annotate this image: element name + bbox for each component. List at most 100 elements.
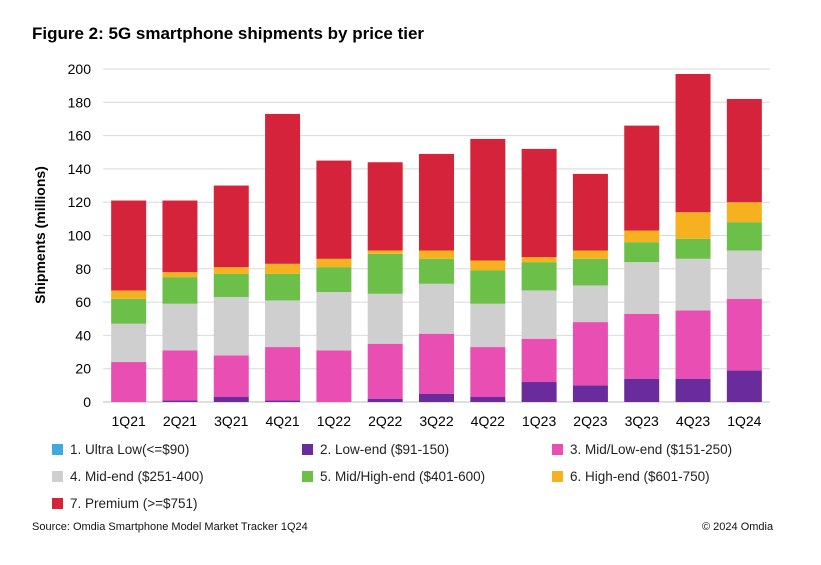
y-tick-label: 180 xyxy=(68,94,92,110)
bar-segment xyxy=(624,378,660,402)
legend-item: 1. Ultra Low(<=$90) xyxy=(52,442,189,457)
x-tick-label: 3Q21 xyxy=(214,413,248,429)
bar-segment xyxy=(213,267,249,274)
legend-item: 3. Mid/Low-end ($151-250) xyxy=(552,442,732,457)
bar-segment xyxy=(111,323,147,363)
bar-segment xyxy=(265,300,301,348)
y-tick-label: 200 xyxy=(68,61,92,77)
bar-segment xyxy=(624,230,660,243)
bar-segment xyxy=(726,250,762,299)
bar-segment xyxy=(470,303,506,348)
chart-title: Figure 2: 5G smartphone shipments by pri… xyxy=(32,24,425,43)
bar-segment xyxy=(675,258,711,311)
y-axis-label: Shipments (millions) xyxy=(32,166,48,304)
bar-segment xyxy=(675,378,711,402)
bar-segment xyxy=(111,200,147,291)
bar-segment xyxy=(624,313,660,379)
y-tick-label: 100 xyxy=(68,228,92,244)
bar-segment xyxy=(265,263,301,274)
bar-segment xyxy=(572,385,608,402)
bar-segment xyxy=(624,262,660,314)
bar-segment xyxy=(162,272,198,278)
bar-segment xyxy=(213,355,249,398)
bar-segment xyxy=(675,310,711,379)
x-tick-label: 1Q21 xyxy=(112,413,146,429)
bar-segment xyxy=(316,267,352,293)
bar-segment xyxy=(521,262,557,291)
x-tick-label: 3Q23 xyxy=(625,413,659,429)
y-tick-label: 20 xyxy=(75,361,91,377)
bar-segment xyxy=(572,322,608,386)
bar-segment xyxy=(675,238,711,259)
x-tick-label: 2Q21 xyxy=(163,413,197,429)
bar-segment xyxy=(162,200,198,273)
copyright-note: © 2024 Omdia xyxy=(702,521,774,533)
bar-segment xyxy=(419,250,454,259)
bar-segment xyxy=(419,283,454,334)
y-tick-label: 80 xyxy=(75,261,91,277)
bar-segment xyxy=(572,250,608,259)
legend-item: 4. Mid-end ($251-400) xyxy=(52,469,204,484)
legend-item: 6. High-end ($601-750) xyxy=(552,469,710,484)
bar-segment xyxy=(521,148,557,258)
bar-segment xyxy=(316,350,352,402)
bar-segment xyxy=(213,297,249,356)
legend-swatch xyxy=(302,444,313,455)
bar-segment xyxy=(419,393,454,402)
bar-segment xyxy=(111,298,147,324)
x-tick-label: 3Q22 xyxy=(419,413,453,429)
bar-segment xyxy=(726,98,762,203)
bar-segment xyxy=(624,125,660,231)
bar-segment xyxy=(726,202,762,223)
bars xyxy=(111,73,762,402)
legend-item: 5. Mid/High-end ($401-600) xyxy=(302,469,485,484)
bar-segment xyxy=(111,362,147,402)
bar-segment xyxy=(213,185,249,268)
legend-item: 7. Premium (>=$751) xyxy=(52,496,198,511)
source-note: Source: Omdia Smartphone Model Market Tr… xyxy=(32,521,308,533)
x-tick-label: 2Q22 xyxy=(368,413,402,429)
bar-segment xyxy=(367,398,403,402)
bar-segment xyxy=(572,173,608,251)
bar-segment xyxy=(419,258,454,284)
stacked-bar-chart: 0 20 40 60 80 100 120 140 160 180 200 1Q21 2Q21 3Q21 4… xyxy=(32,61,770,429)
bar-segment xyxy=(470,347,506,398)
bar-segment xyxy=(470,270,506,304)
bar-segment xyxy=(470,397,506,402)
bar-segment xyxy=(316,160,352,259)
y-tick-label: 140 xyxy=(68,161,92,177)
bar-segment xyxy=(521,290,557,339)
y-tick-label: 160 xyxy=(68,128,92,144)
bar-segment xyxy=(419,333,454,394)
bar-segment xyxy=(572,285,608,323)
legend-item: 2. Low-end ($91-150) xyxy=(302,442,449,457)
bar-segment xyxy=(367,250,403,254)
legend-label: 6. High-end ($601-750) xyxy=(570,469,710,484)
bar-segment xyxy=(316,258,352,268)
bar-segment xyxy=(162,350,198,401)
legend-swatch xyxy=(52,498,63,509)
x-tick-label: 1Q24 xyxy=(727,413,761,429)
bar-segment xyxy=(213,397,249,402)
legend-label: 7. Premium (>=$751) xyxy=(70,496,198,511)
bar-segment xyxy=(367,343,403,399)
legend-label: 3. Mid/Low-end ($151-250) xyxy=(570,442,733,457)
bar-segment xyxy=(162,277,198,304)
bar-segment xyxy=(213,273,249,298)
x-tick-label: 4Q22 xyxy=(471,413,505,429)
bar-segment xyxy=(419,153,454,251)
bar-segment xyxy=(521,257,557,263)
bar-segment xyxy=(470,138,506,261)
legend-label: 1. Ultra Low(<=$90) xyxy=(70,442,190,457)
legend-label: 5. Mid/High-end ($401-600) xyxy=(320,469,486,484)
bar-segment xyxy=(521,338,557,383)
bar-segment xyxy=(624,242,660,263)
legend-swatch xyxy=(302,471,313,482)
bar-segment xyxy=(265,400,301,402)
y-tick-label: 0 xyxy=(83,394,91,410)
legend-swatch xyxy=(552,471,563,482)
y-tick-label: 60 xyxy=(75,294,91,310)
bar-segment xyxy=(675,212,711,239)
x-tick-label: 2Q23 xyxy=(573,413,607,429)
bar-segment xyxy=(675,73,711,213)
